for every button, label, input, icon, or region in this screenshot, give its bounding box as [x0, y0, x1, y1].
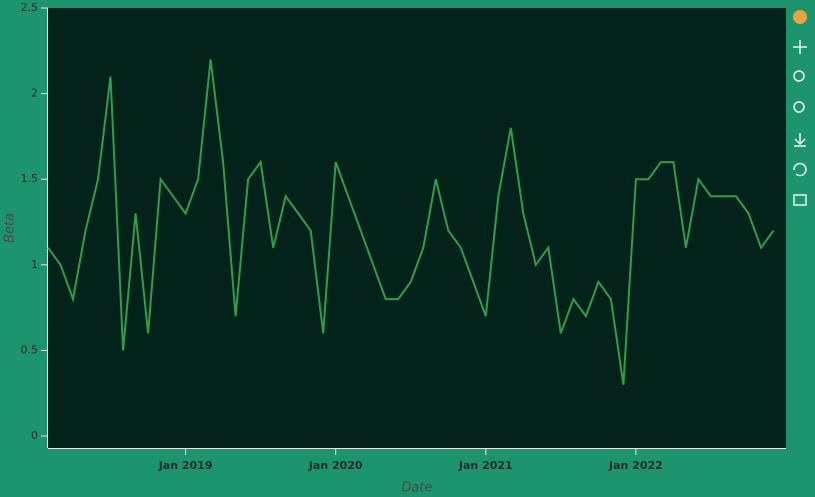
y-tick-label: 2.5 [21, 1, 39, 14]
hover-tool[interactable] [793, 194, 807, 206]
save-tool[interactable] [794, 133, 806, 147]
y-tick-label: 2 [31, 87, 38, 100]
y-tick-label: 0 [31, 429, 38, 442]
line [47, 59, 775, 385]
zoom-tool[interactable] [793, 70, 805, 82]
y-axis-title: Beta [3, 213, 18, 243]
x-tick-label: Jan 2021 [458, 459, 513, 472]
reset-tool[interactable] [793, 162, 807, 177]
plot-area [48, 8, 786, 448]
logo [793, 10, 807, 24]
x-tick-label: Jan 2020 [308, 459, 363, 472]
toolbar [793, 10, 807, 206]
pan-tool[interactable] [793, 40, 807, 54]
y-tick-label: 1 [31, 258, 38, 271]
x-tick-label: Jan 2022 [608, 459, 663, 472]
y-tick-label: 0.5 [21, 343, 39, 356]
y-tick-label: 1.5 [21, 172, 39, 185]
box-select-tool[interactable] [793, 101, 805, 113]
x-tick-label: Jan 2019 [158, 459, 213, 472]
x-axis-title: Date [401, 481, 432, 496]
